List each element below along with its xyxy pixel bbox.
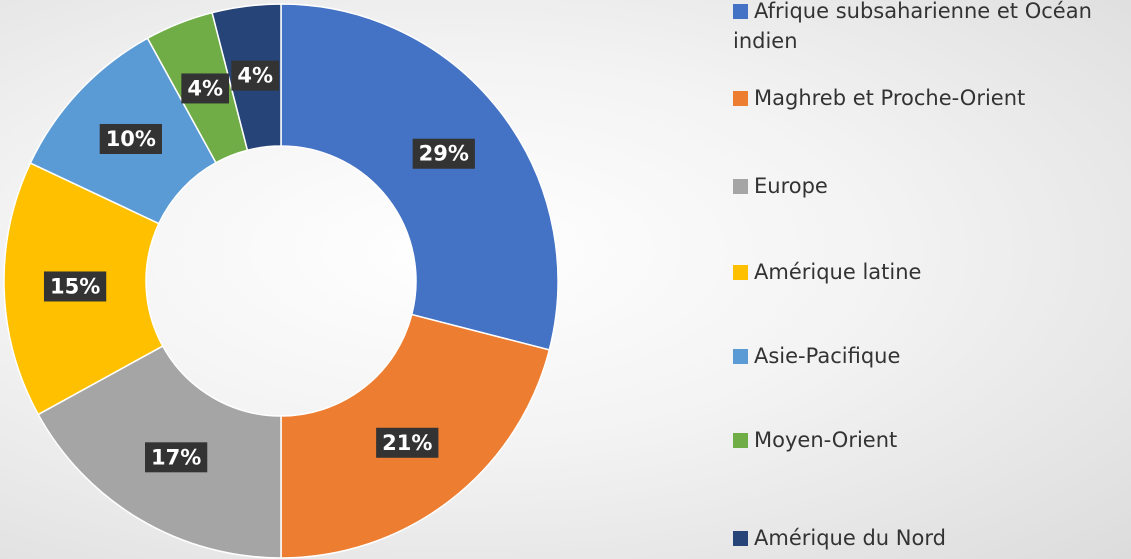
legend-swatch	[733, 91, 748, 106]
legend-item: Asie-Pacifique	[733, 341, 1131, 371]
legend-item: Moyen-Orient	[733, 425, 1131, 455]
legend-swatch	[733, 349, 748, 364]
data-label-text: 21%	[382, 431, 432, 455]
data-label-text: 17%	[151, 445, 201, 469]
data-label: 17%	[145, 442, 208, 473]
data-label: 15%	[43, 271, 107, 302]
legend-item: Europe	[733, 171, 1131, 201]
data-label-box	[43, 271, 107, 302]
legend-swatch	[733, 4, 748, 19]
data-label: 10%	[99, 123, 162, 154]
data-label-box	[412, 138, 475, 169]
legend-label: Asie-Pacifique	[754, 344, 901, 368]
legend-item: Afrique subsaharienne et Océan indien	[733, 0, 1131, 56]
legend-item: Maghreb et Proche-Orient	[733, 83, 1131, 113]
data-label-text: 10%	[106, 127, 156, 151]
data-label: 21%	[376, 427, 439, 458]
data-label-box	[145, 442, 208, 473]
data-label-box	[99, 123, 162, 154]
legend-swatch	[733, 265, 748, 280]
legend-label: Moyen-Orient	[754, 428, 898, 452]
legend-label: Amérique du Nord	[754, 526, 946, 550]
legend-swatch	[733, 179, 748, 194]
data-label-text: 29%	[419, 142, 469, 166]
data-label: 29%	[412, 138, 475, 169]
legend-label: Europe	[754, 174, 828, 198]
legend-label: Afrique subsaharienne et Océan indien	[733, 0, 1092, 53]
data-label-text: 4%	[237, 64, 273, 88]
data-label: 4%	[231, 60, 280, 91]
legend-swatch	[733, 531, 748, 546]
legend-label: Amérique latine	[754, 260, 922, 284]
legend-label: Maghreb et Proche-Orient	[754, 86, 1026, 110]
data-label-text: 15%	[50, 274, 100, 298]
data-label-box	[181, 73, 229, 104]
donut-slice	[280, 3, 559, 351]
legend-swatch	[733, 433, 748, 448]
data-label-box	[231, 60, 280, 91]
legend-item: Amérique du Nord	[733, 523, 1131, 553]
data-label-text: 4%	[187, 76, 223, 100]
data-label: 4%	[181, 73, 229, 104]
data-label-box	[376, 427, 439, 458]
legend-item: Amérique latine	[733, 257, 1131, 287]
